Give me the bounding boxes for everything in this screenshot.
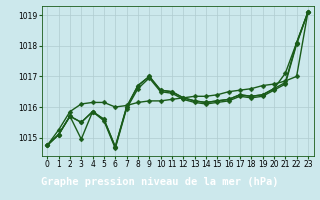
Text: Graphe pression niveau de la mer (hPa): Graphe pression niveau de la mer (hPa) <box>41 177 279 187</box>
